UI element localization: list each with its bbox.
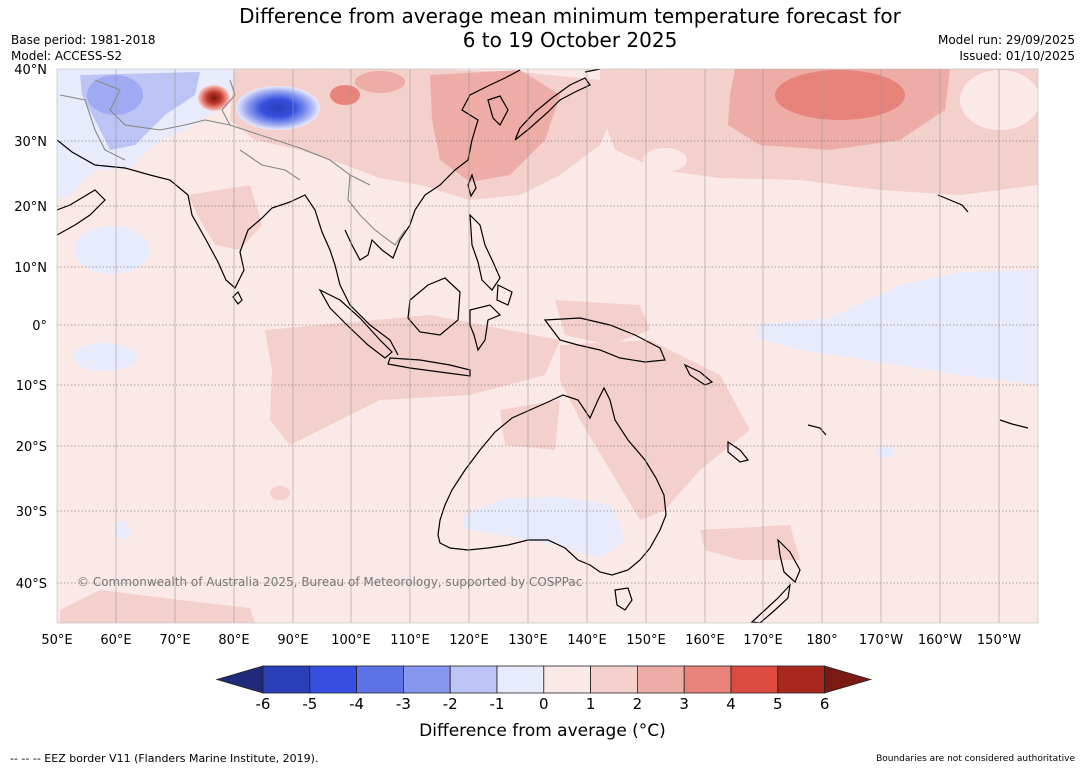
base-period: Base period: 1981-2018: [11, 33, 156, 47]
lat-label: 20°N: [14, 200, 47, 215]
lon-label: 60°E: [100, 633, 131, 648]
lon-label: 130°E: [508, 633, 548, 648]
colorbar: [215, 665, 873, 694]
lon-label: 140°E: [567, 633, 607, 648]
lat-label: 40°N: [14, 63, 47, 78]
colorbar-tick-labels: -6 -5 -4 -3 -2 -1 0 1 2 3 4 5 6: [256, 695, 830, 713]
lat-label: 10°S: [16, 379, 47, 394]
australia-coast: [437, 386, 667, 576]
lat-labels: 40°N 30°N 20°N 10°N 0° 10°S 20°S 30°S 40…: [14, 63, 47, 592]
meta-left: Base period: 1981-2018 Model: ACCESS-S2: [11, 32, 156, 64]
anomaly-field: [57, 69, 1038, 623]
lat-label: 30°N: [14, 135, 47, 150]
lon-label: 170°E: [743, 633, 783, 648]
colorbar-swatch: [402, 665, 451, 694]
lon-label: 100°E: [331, 633, 371, 648]
colorbar-tick-label: -6: [256, 695, 271, 713]
coastlines: [57, 69, 1029, 623]
lat-label: 30°S: [16, 505, 47, 520]
anomaly-central-australia: [462, 497, 625, 558]
colorbar-tick-label: 2: [633, 695, 643, 713]
meridians: [115, 69, 1000, 623]
lon-label: 80°E: [218, 633, 249, 648]
colorbar-swatch: [262, 665, 311, 694]
lon-label: 120°E: [449, 633, 489, 648]
colorbar-tick-label: -4: [349, 695, 364, 713]
colorbar-swatch: [543, 665, 591, 694]
colorbar-swatch: [590, 665, 638, 694]
lon-label: 170°W: [859, 633, 903, 648]
colorbar-tick-label: 3: [679, 695, 689, 713]
lon-label: 70°E: [159, 633, 190, 648]
lat-label: 10°N: [14, 261, 47, 276]
lon-label: 160°E: [685, 633, 725, 648]
colorbar-tick-label: 5: [773, 695, 783, 713]
lat-label: 0°: [32, 319, 47, 334]
lon-label: 110°E: [390, 633, 430, 648]
lon-labels: 50°E 60°E 70°E 80°E 90°E 100°E 110°E 120…: [41, 633, 1021, 648]
country-borders: [59, 79, 406, 246]
eez-note: -- -- -- EEZ border V11 (Flanders Marine…: [10, 752, 319, 765]
lon-label: 90°E: [277, 633, 308, 648]
meta-right: Model run: 29/09/2025 Issued: 01/10/2025: [938, 32, 1075, 64]
anomaly-tibet: [236, 86, 320, 130]
title-line-1: Difference from average mean minimum tem…: [239, 4, 901, 28]
issued-date: Issued: 01/10/2025: [959, 49, 1075, 63]
lon-label: 180°: [806, 633, 837, 648]
chart-title: Difference from average mean minimum tem…: [0, 4, 1085, 52]
colorbar-tick-label: 4: [726, 695, 736, 713]
model-run: Model run: 29/09/2025: [937, 33, 1075, 47]
lon-label: 50°E: [41, 633, 72, 648]
graticule: [57, 140, 1038, 584]
lon-label: 150°E: [626, 633, 666, 648]
map-frame: [56, 68, 1039, 624]
colorbar-extend-high: [824, 665, 873, 694]
colorbar-swatch: [496, 665, 545, 694]
colorbar-swatch: [356, 665, 404, 694]
colorbar-extend-low: [215, 665, 264, 694]
colorbar-tick-label: -1: [490, 695, 505, 713]
colorbar-swatch: [683, 665, 732, 694]
lat-label: 20°S: [16, 440, 47, 455]
anomaly-equatorial-pacific: [755, 270, 1038, 385]
colorbar-tick-label: -5: [302, 695, 317, 713]
colorbar-tick-label: -3: [396, 695, 411, 713]
colorbar-swatch: [637, 665, 685, 694]
colorbar-tick-label: 1: [586, 695, 596, 713]
anomaly-east-asia: [430, 70, 560, 182]
colorbar-swatch: [777, 665, 825, 694]
lon-label: 160°W: [918, 633, 962, 648]
colorbar-tick-label: -2: [443, 695, 458, 713]
colorbar-swatch: [730, 665, 779, 694]
colorbar-title: Difference from average (°C): [419, 721, 666, 741]
colorbar-swatch: [449, 665, 498, 694]
anomaly-himalaya-hot: [198, 85, 230, 111]
copyright-text: © Commonwealth of Australia 2025, Bureau…: [77, 575, 582, 589]
colorbar-tick-label: 0: [539, 695, 549, 713]
colorbar-tick-label: 6: [820, 695, 830, 713]
title-line-2: 6 to 19 October 2025: [462, 28, 678, 52]
lon-label: 150°W: [977, 633, 1021, 648]
disclaimer: Boundaries are not considered authoritat…: [876, 754, 1075, 764]
colorbar-swatch: [309, 665, 357, 694]
lat-label: 40°S: [16, 577, 47, 592]
model-name: Model: ACCESS-S2: [11, 49, 123, 63]
